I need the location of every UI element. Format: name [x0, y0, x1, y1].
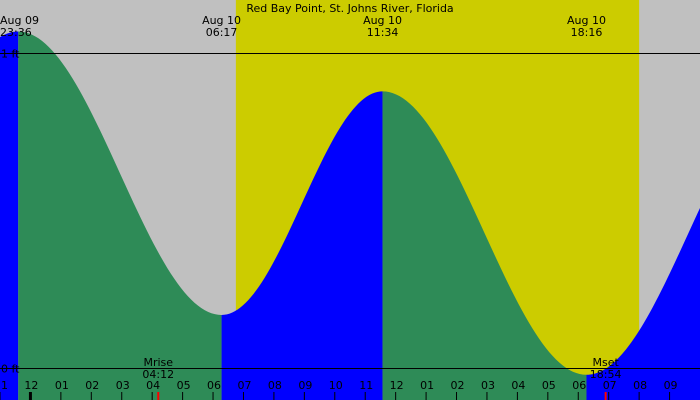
x-tick-label: 07	[237, 379, 251, 392]
moon-event-time: 18:54	[590, 368, 622, 381]
extreme-date-label: Aug 09	[0, 14, 39, 27]
moon-event-time: 04:12	[142, 368, 174, 381]
extreme-time-label: 06:17	[206, 26, 238, 39]
x-tick-label: 01	[55, 379, 69, 392]
extreme-date-label: Aug 10	[202, 14, 241, 27]
x-tick-label: 05	[542, 379, 556, 392]
tide-fill-group	[0, 31, 700, 400]
x-tick-label: 08	[268, 379, 282, 392]
x-tick-label: 11	[359, 379, 373, 392]
x-tick-label: 02	[85, 379, 99, 392]
x-tick-label: 11	[0, 379, 8, 392]
x-tick-label: 01	[420, 379, 434, 392]
extreme-time-label: 11:34	[367, 26, 399, 39]
rising-tide-segment	[221, 91, 383, 400]
x-tick-label: 05	[177, 379, 191, 392]
moon-event-label: Mrise	[143, 356, 173, 369]
rising-tide-segment	[586, 207, 700, 400]
x-tick-label: 08	[633, 379, 647, 392]
extreme-date-label: Aug 10	[363, 14, 402, 27]
x-tick-label: 12	[24, 379, 38, 392]
reference-lines-group: 1 ft 0 ft	[0, 48, 700, 376]
extreme-time-label: 23:36	[0, 26, 32, 39]
extreme-time-label: 18:16	[571, 26, 603, 39]
moon-event-label: Mset	[592, 356, 619, 369]
x-tick-label: 03	[481, 379, 495, 392]
x-tick-label: 06	[207, 379, 221, 392]
x-tick-label: 03	[116, 379, 130, 392]
y-tick-label: 1 ft	[1, 48, 20, 61]
x-tick-label: 04	[511, 379, 525, 392]
x-tick-label: 10	[329, 379, 343, 392]
falling-tide-segment	[18, 31, 222, 400]
time-axis-group: 11 12 01 02 03 04 05 06 07 08 09 10 11 12 01 02 03 04 05 06…	[0, 379, 678, 400]
x-tick-label: 02	[451, 379, 465, 392]
x-tick-label: 09	[298, 379, 312, 392]
rising-tide-segment	[0, 31, 19, 400]
x-tick-label: 04	[146, 379, 160, 392]
x-tick-label: 09	[664, 379, 678, 392]
extreme-date-label: Aug 10	[567, 14, 606, 27]
falling-tide-segment	[382, 91, 587, 400]
y-tick-label: 0 ft	[1, 363, 20, 376]
x-tick-label: 07	[603, 379, 617, 392]
x-tick-label: 06	[572, 379, 586, 392]
chart-title: Red Bay Point, St. Johns River, Florida	[246, 2, 453, 15]
x-tick-label: 12	[390, 379, 404, 392]
